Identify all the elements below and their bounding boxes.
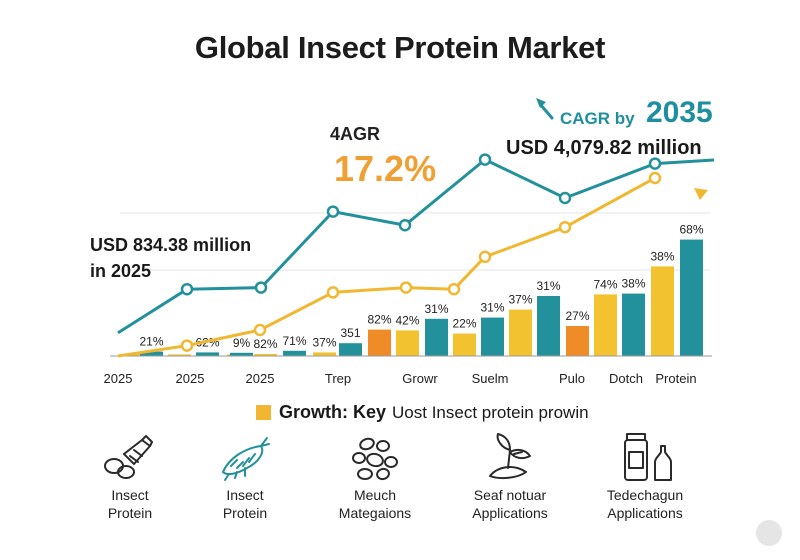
bar-value-label: 38% — [621, 277, 645, 291]
series-point-teal — [180, 282, 194, 296]
bar — [196, 352, 219, 356]
bar-value-label: 82% — [367, 313, 391, 327]
bar — [509, 309, 532, 356]
bar-value-label: 74% — [593, 277, 617, 291]
series-point-yellow — [558, 220, 572, 234]
bar — [254, 354, 277, 356]
x-tick-label: 2025 — [104, 371, 133, 386]
bar-value-label: 68% — [679, 223, 703, 237]
bar — [339, 343, 362, 356]
jar-icon — [624, 433, 672, 481]
bar — [594, 294, 617, 356]
start-value-line2: in 2025 — [90, 261, 152, 281]
bar-value-label: 82% — [253, 337, 277, 351]
application-item: Insect Protein — [170, 432, 320, 522]
application-label: Seaf notuar Applications — [472, 487, 548, 521]
bar — [230, 352, 253, 356]
bar — [168, 354, 191, 356]
series-point-teal — [648, 157, 662, 170]
corner-badge — [756, 520, 782, 546]
nut-icon — [104, 435, 153, 479]
applications-row: Insect Protein Insect Protein — [0, 432, 800, 552]
x-tick-label: Pulo — [559, 371, 585, 386]
larva-icon — [222, 437, 270, 481]
bar-value-label: 9% — [233, 336, 251, 350]
bar-value-label: 37% — [508, 293, 532, 307]
x-tick-label: 2025 — [176, 371, 205, 386]
bar-value-label: 31% — [480, 301, 504, 315]
bar-value-label: 21% — [139, 335, 163, 349]
bar — [566, 326, 589, 356]
x-tick-label: Trep — [325, 371, 351, 386]
series-point-yellow — [648, 171, 662, 185]
legend-text: Uost Insect protein prowin — [392, 402, 589, 422]
bar-value-label: 37% — [312, 335, 336, 349]
end-value-annotation: USD 4,079.82 million — [506, 137, 702, 159]
bar-value-label: 31% — [536, 279, 560, 293]
cagr-year: 2035 — [646, 96, 713, 129]
series-point-teal — [558, 191, 572, 205]
bar — [481, 317, 504, 356]
application-label: Insect Protein — [222, 487, 268, 521]
series-point-teal — [398, 218, 412, 232]
application-item: Meuch Mategaions — [300, 432, 450, 522]
application-item: Tedechagun Applications — [570, 432, 720, 522]
plant-icon — [489, 433, 531, 480]
series-point-yellow — [447, 282, 461, 296]
start-value-annotation: USD 834.38 million in 2025 — [90, 232, 251, 284]
application-label: Tedechagun Applications — [606, 487, 684, 521]
bar-value-label: 22% — [452, 317, 476, 331]
cagr-label: CAGR by — [560, 109, 635, 128]
series-point-yellow — [180, 339, 194, 352]
agr-value: 17.2% — [334, 148, 437, 189]
legend-key: Growth: Key — [279, 402, 387, 422]
bar-value-label: 31% — [424, 302, 448, 316]
cagr-arrowhead — [536, 98, 546, 108]
bar — [680, 239, 703, 356]
series-point-yellow — [478, 250, 492, 264]
bar — [313, 352, 336, 356]
bar — [453, 333, 476, 356]
bar — [622, 293, 645, 356]
bar-value-label: 42% — [395, 313, 419, 327]
x-tick-label: Dotch — [609, 371, 643, 386]
application-item: Insect Protein — [55, 432, 205, 522]
application-item: Seaf notuar Applications — [435, 432, 585, 522]
x-tick-label: Suelm — [472, 371, 509, 386]
start-value-line1: USD 834.38 million — [90, 235, 252, 255]
bar — [283, 350, 306, 356]
series-arrowhead-yellow — [694, 188, 708, 200]
bar-value-label: 27% — [565, 309, 589, 323]
series-point-teal — [326, 205, 340, 218]
legend: Growth: Key Uost Insect protein prowin — [256, 402, 589, 423]
series-point-yellow — [326, 286, 340, 299]
application-label: Meuch Mategaions — [338, 487, 412, 521]
bar-value-label: 351 — [340, 326, 360, 340]
bar — [396, 330, 419, 356]
series-point-teal — [254, 281, 268, 294]
agr-label: 4AGR — [330, 124, 381, 144]
bar — [368, 329, 391, 356]
series-point-yellow — [253, 323, 267, 337]
series-point-yellow — [399, 281, 413, 294]
series-point-teal — [478, 153, 492, 166]
legend-swatch — [256, 405, 271, 420]
x-tick-label: Growr — [402, 371, 438, 386]
bar-value-label: 71% — [282, 334, 306, 348]
bar-value-label: 38% — [650, 249, 674, 263]
cagr-arrow — [538, 102, 554, 120]
application-label: Insect Protein — [107, 487, 153, 521]
chart-title: Global Insect Protein Market — [194, 30, 606, 65]
bar — [425, 318, 448, 356]
x-tick-label: Protein — [655, 371, 696, 386]
seeds-icon — [352, 437, 398, 481]
bar — [140, 351, 163, 356]
bar — [537, 296, 560, 356]
x-tick-label: 2025 — [246, 371, 275, 386]
bar — [651, 266, 674, 356]
